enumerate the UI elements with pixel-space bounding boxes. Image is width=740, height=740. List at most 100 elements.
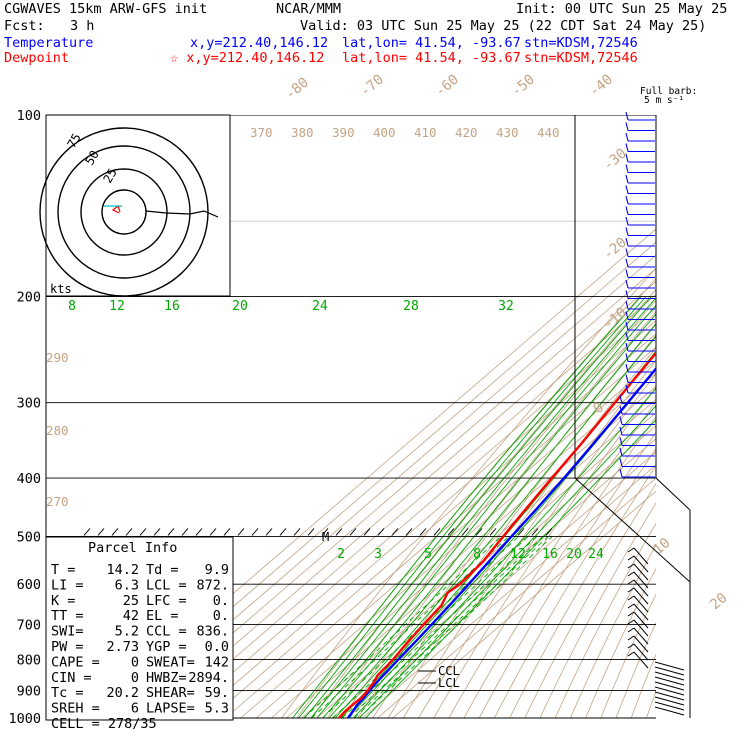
wind-barb-shaft (633, 635, 649, 653)
dry-adiabat (615, 621, 656, 719)
parcel-cell: CELL = 278/35 (51, 716, 157, 732)
wind-barb-shaft (654, 661, 685, 671)
parcel-key: SWI= (51, 624, 84, 640)
wind-barb-flag (619, 468, 623, 478)
moist-label: 8 (68, 299, 76, 314)
isotherm (118, 254, 656, 719)
hodograph-box (45, 114, 231, 297)
parcel-key: CIN = (51, 670, 92, 686)
melting-hatch (153, 528, 161, 536)
parcel-value: 9.9 (205, 562, 229, 578)
pressure-label: 1000 (8, 711, 41, 727)
wind-barb-flag (625, 227, 629, 236)
isotherm (286, 398, 656, 719)
melting-hatch (279, 528, 287, 536)
melting-hatch (391, 528, 399, 536)
hodograph-ring (101, 189, 147, 235)
isotherm-label: 10 (650, 535, 673, 558)
parcel-value: 5.2 (115, 624, 139, 640)
wind-barb-flag (627, 603, 635, 609)
dry-adiabat (494, 447, 656, 719)
melting-hatch (209, 528, 217, 536)
dry-adiabat (662, 115, 740, 718)
melting-hatch (531, 528, 539, 536)
parcel-key: Tc = (51, 685, 84, 701)
wind-barb-flag (625, 143, 629, 152)
parcel-info-box: Parcel Info T = 14.2 Td = 9.9 LI = 6.3 LCL = 872… (45, 536, 234, 732)
parcel-key: K = (51, 593, 75, 609)
moist-label: 28 (403, 299, 419, 314)
wind-barb-flag (625, 321, 629, 331)
theta-label: 290 (46, 350, 69, 365)
wind-barbs (619, 111, 685, 716)
wind-barb-shaft (633, 571, 649, 589)
wind-barb-shaft (654, 676, 685, 686)
wind-barb-flag (625, 132, 629, 142)
melting-hatch (335, 528, 343, 536)
hodograph-ring (39, 127, 209, 297)
dry-adiabat (463, 416, 656, 719)
parcel-key: TT = (51, 608, 84, 624)
wind-barb-shaft (654, 706, 685, 716)
pressure-label: 100 (17, 108, 41, 124)
mixing-ratio-line (303, 536, 502, 719)
parcel-key: HWBZ= (146, 670, 187, 686)
init-time: Init: 00 UTC Sun 25 May 25 (516, 1, 728, 17)
melting-hatch (125, 528, 133, 536)
parcel-key: SREH = (51, 701, 100, 717)
wind-barb-shaft (633, 611, 649, 629)
parcel-value: 25 (123, 593, 139, 609)
wind-barb-flag (625, 206, 629, 215)
parcel-key: SWEAT= (146, 654, 195, 670)
wind-barb-flag (619, 395, 623, 404)
wind-barb-shaft (633, 595, 649, 613)
parcel-value: 872. (196, 577, 229, 593)
parcel-key: LFC = (146, 593, 187, 609)
wind-barb-flag (625, 195, 629, 205)
wind-barb-flag (625, 269, 629, 278)
wind-barb-shaft (633, 627, 649, 645)
isotherm-label: -50 (508, 72, 538, 101)
theta-label: 380 (291, 125, 314, 140)
wind-barb-flag (625, 122, 629, 131)
mixing-ratio-label: 2 (337, 547, 345, 562)
melting-hatch (461, 528, 469, 536)
melting-hatch (181, 528, 189, 536)
isotherm (331, 438, 656, 719)
dry-adiabat (539, 502, 656, 719)
wind-barb-flag (627, 555, 635, 561)
valid-time: Valid: 03 UTC Sun 25 May 25 (22 CDT Sat … (300, 18, 707, 34)
wind-barb-flag (627, 587, 635, 593)
dry-adiabat (524, 482, 656, 719)
theta-label: 440 (537, 125, 560, 140)
wind-barb-shaft (633, 643, 649, 661)
lcl-marker: LCL (438, 676, 460, 690)
wind-barb-flag (625, 311, 629, 320)
parcel-value: 6 (131, 701, 139, 717)
mixing-ratio-label: 8 (473, 547, 481, 562)
melting-hatch (419, 528, 427, 536)
mixing-ratio-label: 16 (542, 547, 558, 562)
parcel-key: Td = (146, 562, 179, 578)
mixing-ratio-line (311, 536, 510, 719)
fcst-value: 3 h (70, 18, 95, 34)
moist-label: 24 (312, 299, 328, 314)
dewpoint-latlon: lat,lon= 41.54, -93.67 (342, 50, 521, 66)
pressure-label: 200 (17, 290, 41, 306)
model-title: CGWAVES 15km ARW-GFS init (4, 1, 208, 17)
temperature-xy: x,y=212.40,146.12 (190, 35, 329, 51)
melting-hatch (321, 528, 329, 536)
parcel-key: CAPE = (51, 654, 100, 670)
theta-label: 400 (373, 125, 396, 140)
hodograph-trace (145, 210, 219, 218)
wind-barb-flag (625, 258, 629, 268)
wind-barb-flag (627, 547, 635, 553)
pressure-label: 700 (17, 618, 41, 634)
temperature-stn: stn=KDSM,72546 (524, 35, 638, 51)
melting-hatch (475, 528, 483, 536)
sounding-series (338, 351, 656, 719)
parcel-value: 0.0 (205, 639, 229, 655)
isotherm-label: -20 (600, 235, 630, 264)
melting-hatch (377, 528, 385, 536)
isotherm (149, 280, 656, 719)
